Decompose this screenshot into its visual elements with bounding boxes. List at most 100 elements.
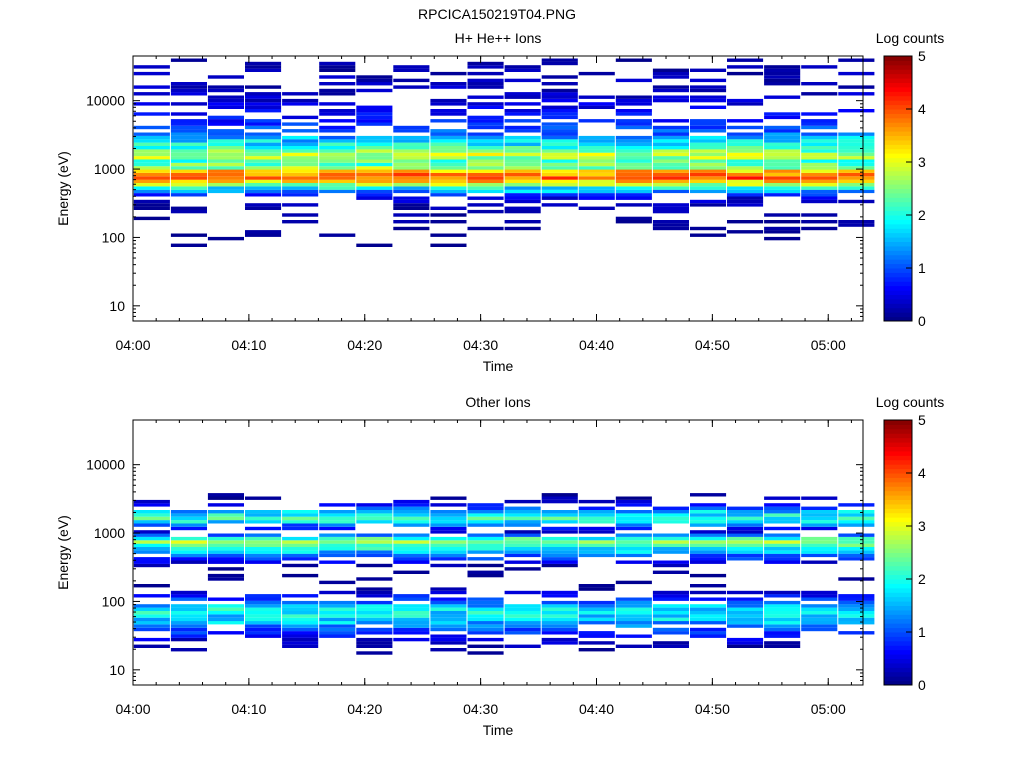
- panel-2: Other Ions 04:00 04:10 04:20 04:30 04:40 04:50…: [55, 394, 944, 738]
- heatmap-cell: [652, 540, 689, 544]
- heatmap-cell: [170, 621, 207, 625]
- heatmap-cell: [467, 557, 504, 561]
- heatmap-cell: [207, 122, 244, 126]
- heatmap-cell: [727, 597, 764, 601]
- heatmap-cell: [393, 510, 430, 514]
- heatmap-cell: [838, 58, 875, 62]
- heatmap-cell: [282, 220, 319, 224]
- heatmap-cell: [801, 540, 838, 544]
- heatmap-cell: [319, 82, 356, 86]
- heatmap-cell: [615, 135, 652, 140]
- heatmap-cell: [504, 499, 541, 504]
- heatmap-cell: [133, 125, 170, 130]
- heatmap-cell: [356, 550, 393, 554]
- heatmap-cell: [170, 146, 207, 150]
- heatmap-cell: [652, 513, 689, 517]
- heatmap-cell: [430, 621, 467, 625]
- colorbar-segment: [884, 450, 912, 456]
- heatmap-cell: [356, 82, 393, 86]
- heatmap-cell: [170, 186, 207, 190]
- heatmap-cell: [245, 132, 282, 136]
- heatmap-cell: [170, 166, 207, 170]
- heatmap-cell: [690, 553, 727, 558]
- heatmap-cell: [393, 560, 430, 564]
- heatmap-cell: [207, 614, 244, 618]
- x-tick-label: 04:30: [463, 337, 498, 353]
- heatmap-cell: [393, 550, 430, 554]
- heatmap-cell: [652, 125, 689, 130]
- heatmap-cell: [801, 65, 838, 69]
- heatmap-cell: [133, 607, 170, 611]
- heatmap-cell: [245, 95, 282, 99]
- heatmap-cell: [393, 557, 430, 561]
- heatmap-cell: [578, 193, 615, 197]
- heatmap-cell: [541, 196, 578, 200]
- heatmap-cell: [541, 614, 578, 618]
- heatmap-cell: [615, 183, 652, 187]
- heatmap-cell: [430, 634, 467, 638]
- heatmap-cell: [393, 159, 430, 163]
- heatmap-cell: [690, 162, 727, 167]
- heatmap-cell: [467, 209, 504, 214]
- colorbar-segment: [884, 78, 912, 83]
- heatmap-cell: [541, 149, 578, 153]
- heatmap-cell: [133, 611, 170, 615]
- heatmap-cell: [356, 641, 393, 645]
- heatmap-cell: [393, 637, 430, 642]
- heatmap-cell: [393, 85, 430, 89]
- heatmap-cell: [690, 125, 727, 130]
- heatmap-cell: [319, 526, 356, 531]
- colorbar-segment: [884, 95, 912, 101]
- heatmap-cell: [170, 193, 207, 197]
- heatmap-cell: [319, 233, 356, 237]
- x-tick-label: 05:00: [811, 701, 846, 717]
- colorbar-segment: [884, 649, 912, 655]
- heatmap-cell: [504, 78, 541, 83]
- heatmap-cell: [764, 594, 801, 598]
- heatmap-cell: [282, 557, 319, 561]
- heatmap-cell: [838, 540, 875, 544]
- heatmap-cell: [356, 179, 393, 183]
- heatmap-cell: [356, 146, 393, 150]
- heatmap-cell: [578, 196, 615, 200]
- heatmap-cell: [690, 176, 727, 180]
- heatmap-cell: [541, 530, 578, 534]
- heatmap-cell: [801, 149, 838, 153]
- heatmap-cell: [467, 617, 504, 622]
- heatmap-cell: [578, 543, 615, 547]
- heatmap-cell: [541, 513, 578, 517]
- heatmap-cell: [504, 607, 541, 611]
- heatmap-cell: [133, 543, 170, 547]
- heatmap-cell: [207, 179, 244, 183]
- heatmap-cell: [764, 125, 801, 130]
- heatmap-cell: [764, 503, 801, 507]
- colorbar-segment: [884, 285, 912, 291]
- heatmap-cell: [133, 563, 170, 568]
- heatmap-cell: [467, 166, 504, 170]
- heatmap-cell: [578, 176, 615, 180]
- heatmap-cell: [578, 631, 615, 635]
- heatmap-cell: [801, 119, 838, 123]
- x-tick-label: 04:00: [115, 337, 150, 353]
- colorbar-segment: [884, 433, 912, 439]
- heatmap-cell: [245, 189, 282, 194]
- heatmap-cell: [356, 169, 393, 173]
- heatmap-cell: [207, 149, 244, 153]
- colorbar-segment: [884, 245, 912, 251]
- heatmap-cell: [690, 105, 727, 109]
- heatmap-cell: [801, 166, 838, 170]
- heatmap-cell: [430, 159, 467, 163]
- heatmap-cell: [727, 547, 764, 551]
- colorbar-segment: [884, 228, 912, 234]
- heatmap-cell: [727, 183, 764, 187]
- heatmap-cell: [245, 634, 282, 638]
- heatmap-cell: [282, 166, 319, 170]
- heatmap-cell: [690, 557, 727, 561]
- heatmap-cell: [319, 631, 356, 635]
- colorbar-segment: [884, 86, 912, 92]
- heatmap-cell: [652, 85, 689, 89]
- heatmap-cell: [504, 102, 541, 106]
- heatmap-cell: [467, 540, 504, 544]
- heatmap-cell: [541, 183, 578, 187]
- colorbar-segment: [884, 658, 912, 664]
